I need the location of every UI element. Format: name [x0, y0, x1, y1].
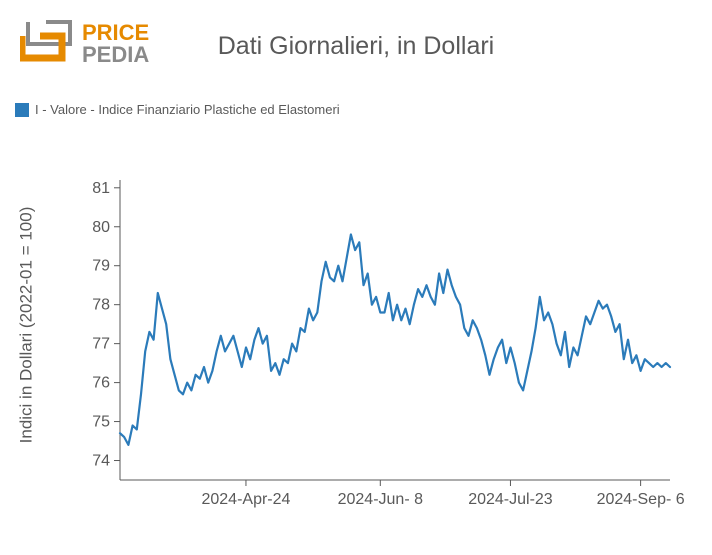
x-tick-label: 2024-Jul-23 [468, 491, 553, 508]
root: PRICE PEDIA Dati Giornalieri, in Dollari… [0, 0, 712, 555]
x-tick-label: 2024-Jun- 8 [338, 491, 423, 508]
chart-title: Dati Giornalieri, in Dollari [0, 32, 712, 61]
y-tick-label: 79 [92, 258, 110, 275]
y-tick-label: 75 [92, 414, 110, 431]
series-line [120, 235, 670, 445]
x-tick-label: 2024-Apr-24 [201, 491, 290, 508]
y-tick-label: 78 [92, 297, 110, 314]
y-tick-label: 76 [92, 375, 110, 392]
y-tick-label: 74 [92, 453, 110, 470]
y-tick-label: 77 [92, 336, 110, 353]
chart-svg: 74 75 76 77 78 79 80 81 2024-Apr-24 2024-Jun- 8 20… [50, 170, 690, 530]
legend-label: I - Valore - Indice Finanziario Plastich… [35, 102, 340, 117]
chart: 74 75 76 77 78 79 80 81 2024-Apr-24 2024-Jun- 8 20… [50, 170, 690, 530]
legend: I - Valore - Indice Finanziario Plastich… [15, 102, 340, 117]
legend-swatch [15, 103, 29, 117]
y-tick-label: 81 [92, 180, 110, 197]
x-tick-label: 2024-Sep- 6 [597, 491, 685, 508]
y-axis-title: Indici in Dollari (2022-01 = 100) [16, 170, 36, 480]
y-tick-label: 80 [92, 219, 110, 236]
